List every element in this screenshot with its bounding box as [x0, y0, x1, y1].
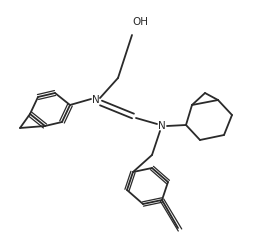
Text: N: N	[157, 121, 165, 131]
Text: N: N	[92, 95, 100, 105]
Text: OH: OH	[132, 17, 147, 27]
